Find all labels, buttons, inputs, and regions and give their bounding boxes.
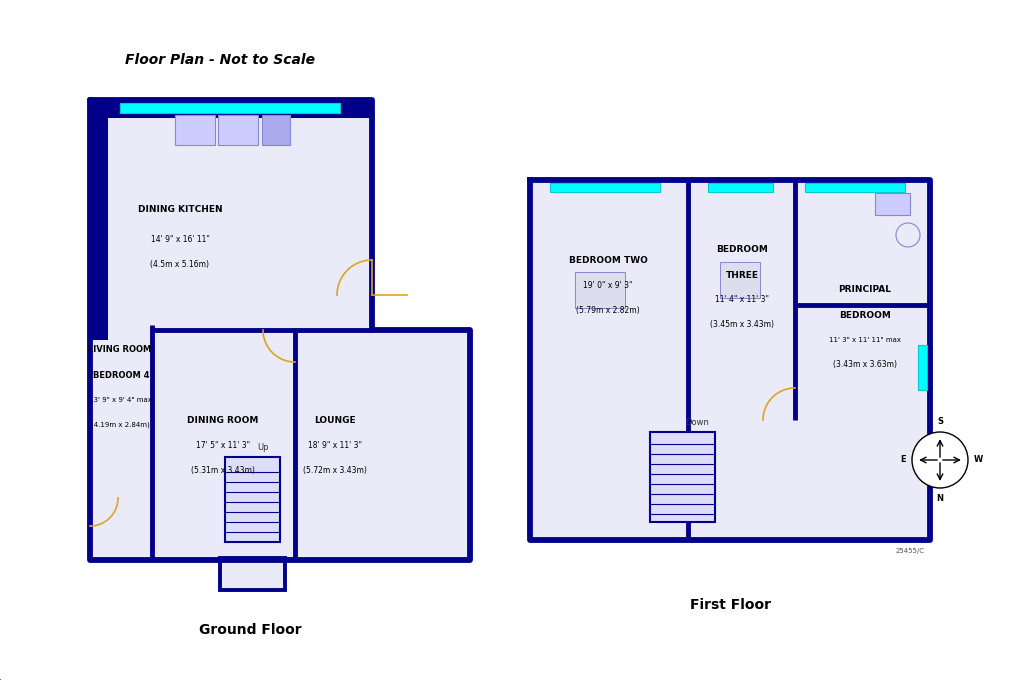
Bar — [262, 115, 289, 145]
Bar — [120, 103, 339, 113]
Bar — [218, 115, 258, 145]
Text: 13' 9" x 9' 4" max: 13' 9" x 9' 4" max — [89, 397, 151, 403]
Text: BEDROOM: BEDROOM — [715, 245, 767, 254]
Text: DINING ROOM: DINING ROOM — [187, 415, 259, 424]
Text: DINING KITCHEN: DINING KITCHEN — [138, 205, 222, 214]
Text: Floor Plan - Not to Scale: Floor Plan - Not to Scale — [125, 53, 315, 67]
Text: BEDROOM: BEDROOM — [839, 311, 890, 320]
Text: 11' 4" x 11' 3": 11' 4" x 11' 3" — [714, 296, 768, 305]
Bar — [220, 558, 284, 590]
Text: 18' 9" x 11' 3": 18' 9" x 11' 3" — [308, 441, 362, 449]
Bar — [294, 348, 454, 548]
Text: (5.72m x 3.43m): (5.72m x 3.43m) — [303, 466, 367, 475]
Bar — [575, 272, 625, 308]
Text: First Floor: First Floor — [689, 598, 769, 612]
Text: 19' 0" x 9' 3": 19' 0" x 9' 3" — [583, 280, 632, 290]
Bar — [917, 345, 926, 390]
Bar — [649, 432, 714, 522]
Text: (4.5m x 5.16m): (4.5m x 5.16m) — [151, 260, 209, 269]
Bar — [225, 457, 280, 542]
Text: W: W — [973, 456, 982, 464]
Text: PRINCIPAL: PRINCIPAL — [838, 286, 891, 294]
Text: Up: Up — [257, 443, 268, 452]
Text: LOUNGE: LOUNGE — [314, 415, 356, 424]
Text: Ground Floor: Ground Floor — [199, 623, 301, 637]
Bar — [804, 183, 904, 192]
Text: 14' 9" x 16' 11": 14' 9" x 16' 11" — [151, 235, 209, 245]
Bar — [707, 183, 772, 192]
Text: (4.19m x 2.84m): (4.19m x 2.84m) — [91, 422, 149, 428]
Text: THREE: THREE — [725, 271, 758, 279]
Text: Down: Down — [685, 418, 709, 427]
Bar — [175, 115, 215, 145]
Text: (3.43m x 3.63m): (3.43m x 3.63m) — [833, 360, 896, 369]
Polygon shape — [90, 100, 470, 560]
Text: (5.31m x 3.43m): (5.31m x 3.43m) — [191, 466, 255, 475]
Text: 11' 3" x 11' 11" max: 11' 3" x 11' 11" max — [828, 337, 900, 343]
Text: /BEDROOM 4: /BEDROOM 4 — [90, 371, 150, 379]
Bar — [90, 100, 372, 118]
Bar — [874, 193, 909, 215]
Polygon shape — [530, 180, 929, 540]
Text: 17' 5" x 11' 3": 17' 5" x 11' 3" — [196, 441, 250, 449]
Text: E: E — [900, 456, 905, 464]
Text: BEDROOM TWO: BEDROOM TWO — [568, 256, 647, 265]
Bar — [549, 183, 659, 192]
Text: 25455/C: 25455/C — [895, 548, 924, 554]
Text: (3.45m x 3.43m): (3.45m x 3.43m) — [709, 320, 773, 330]
Bar — [102, 108, 352, 328]
Bar — [152, 348, 286, 548]
Bar — [719, 262, 759, 298]
Text: N: N — [935, 494, 943, 503]
Text: S: S — [936, 417, 943, 426]
Circle shape — [911, 432, 967, 488]
Text: (5.79m x 2.82m): (5.79m x 2.82m) — [576, 305, 639, 314]
Bar — [102, 298, 150, 548]
Text: LIVING ROOM: LIVING ROOM — [89, 345, 152, 354]
Bar — [90, 100, 108, 340]
